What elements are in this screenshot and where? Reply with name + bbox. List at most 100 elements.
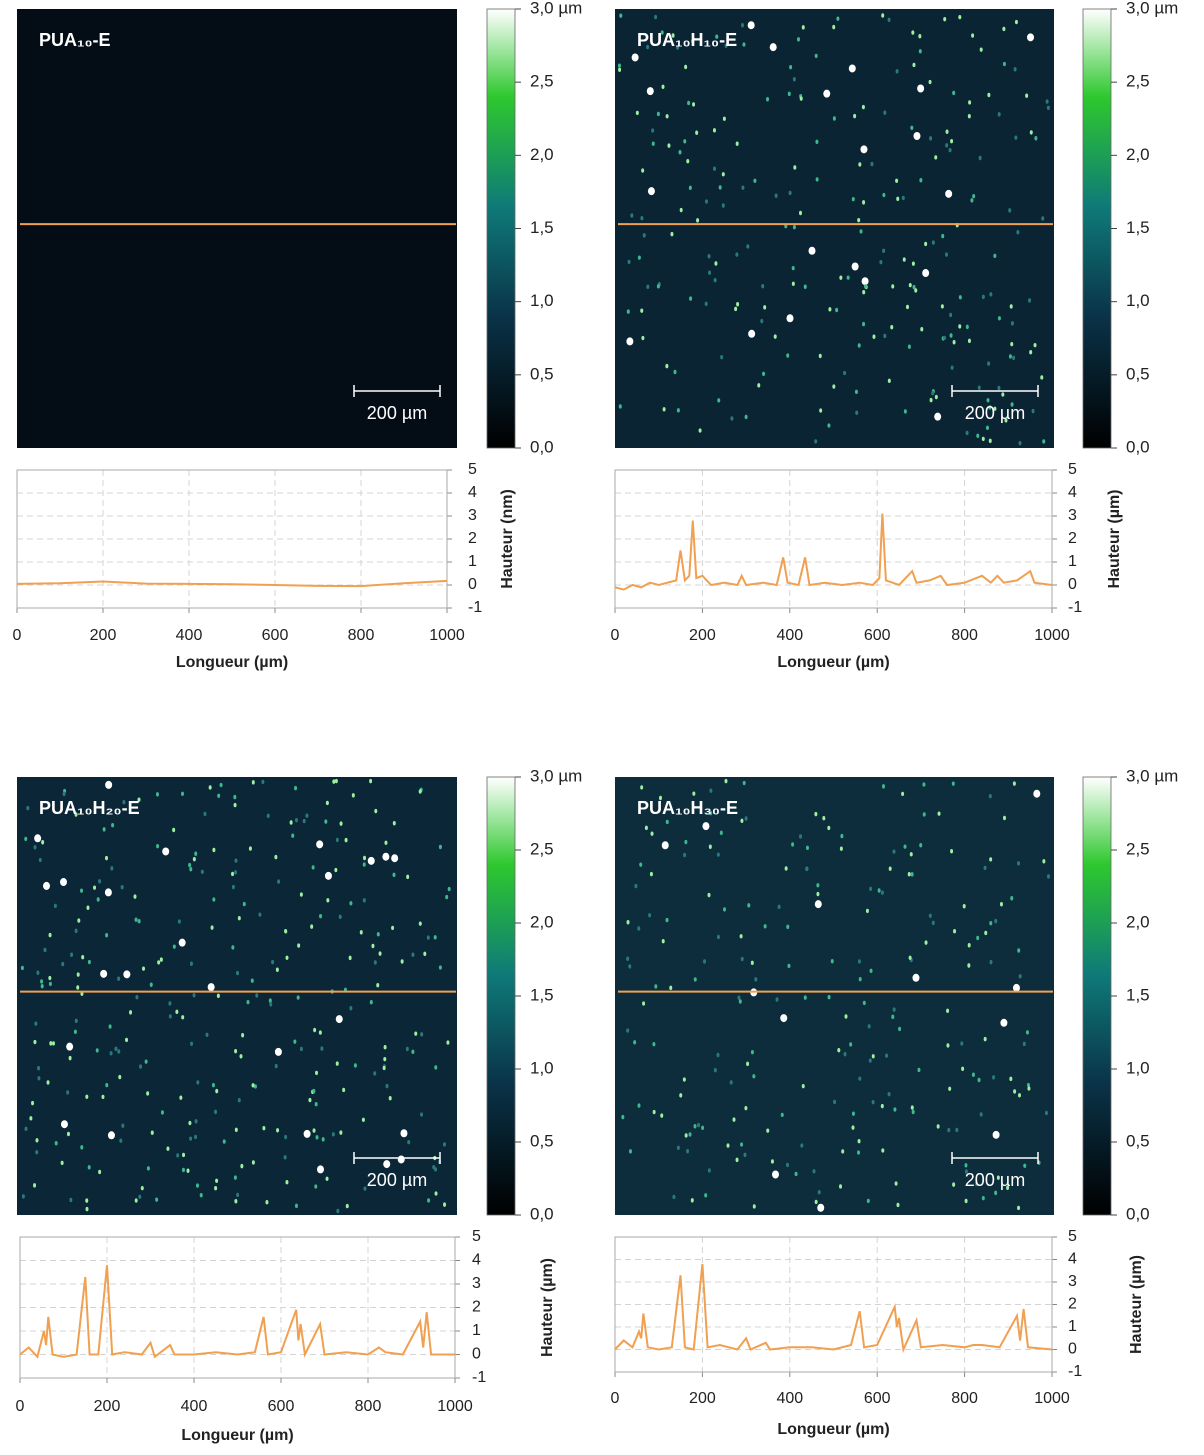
particle [662,407,666,412]
x-tick-label: 200 [94,1398,121,1415]
particle [190,1041,194,1047]
particle [975,1181,979,1187]
particle [214,1186,218,1191]
particle [814,1199,818,1205]
particle [750,1049,754,1055]
particle [172,827,176,833]
particle [908,955,912,960]
particle [736,302,740,307]
particle [950,849,954,854]
particle [908,282,912,288]
y-tick-label: 1 [1068,553,1077,570]
particle [649,871,653,877]
particle [744,1105,748,1111]
particle [887,17,891,23]
particle [60,1160,64,1166]
particle [253,1084,257,1089]
y-tick-label: 0 [468,576,477,593]
particle [80,888,84,893]
particle [881,13,885,18]
particle [109,1051,113,1056]
particle [707,254,711,259]
particle [336,1208,340,1214]
image-label: PUA₁₀-E [39,30,111,50]
particle [983,865,987,871]
y-tick-label: 1 [468,553,477,570]
particle [981,436,985,442]
particle [626,920,630,925]
particle [787,91,791,97]
particle [189,961,193,966]
particle [420,1032,424,1037]
particle [219,782,223,788]
particle [660,1113,664,1118]
particle [861,104,865,110]
particle [670,231,674,237]
particle [818,353,822,359]
particle [180,791,184,796]
particle [946,1008,950,1013]
particle [445,894,449,900]
particle [788,190,792,196]
particle [134,917,138,922]
particle [369,778,373,784]
particle [665,917,669,923]
particle [740,818,744,824]
particle [207,983,215,992]
particle [843,1051,847,1057]
particle [125,1037,129,1043]
particle [181,1167,185,1173]
particle [302,818,306,824]
particle [156,843,160,849]
particle [123,970,131,979]
particle [726,1143,730,1148]
particle [43,881,51,890]
particle [134,1198,138,1203]
particle [407,1139,411,1145]
particle [210,925,214,930]
particle [750,960,754,966]
particle [74,1018,78,1024]
particle [76,972,80,977]
image-label: PUA₁₀H₁₀-E [637,30,737,50]
particle [104,855,108,861]
particle [840,833,844,839]
particle [1010,896,1014,901]
colorbar-tick-label: 0,0 [530,437,554,456]
particle [639,862,643,867]
colorbar-tick-label: 3,0 µm [1126,766,1178,785]
particle [679,1093,683,1098]
particle [60,1120,68,1129]
particle [162,847,170,856]
particle [231,884,235,890]
particle [987,361,991,366]
particle [757,383,761,388]
particle [918,34,922,39]
particle [752,1204,756,1209]
particle [943,335,947,341]
particle [310,924,314,929]
particle [919,178,923,183]
particle [418,921,422,926]
x-tick-label: 800 [355,1398,382,1415]
particle [35,1150,39,1155]
particle [373,960,377,965]
y-tick-label: 2 [1068,1296,1077,1313]
particle [96,897,100,902]
particle [369,1000,373,1005]
height-map [615,777,1054,1215]
particle [1034,136,1038,141]
scale-bar-label: 200 µm [965,403,1025,423]
particle [729,1080,733,1085]
particle [93,885,97,890]
particle [894,1181,898,1186]
x-tick-label: 600 [864,627,891,644]
particle [236,1192,240,1198]
y-tick-label: 2 [472,1299,481,1316]
particle [715,34,719,39]
particle [434,1191,438,1196]
particle [903,844,907,849]
particle [861,277,869,286]
particle [155,1197,159,1202]
particle [851,1125,855,1130]
